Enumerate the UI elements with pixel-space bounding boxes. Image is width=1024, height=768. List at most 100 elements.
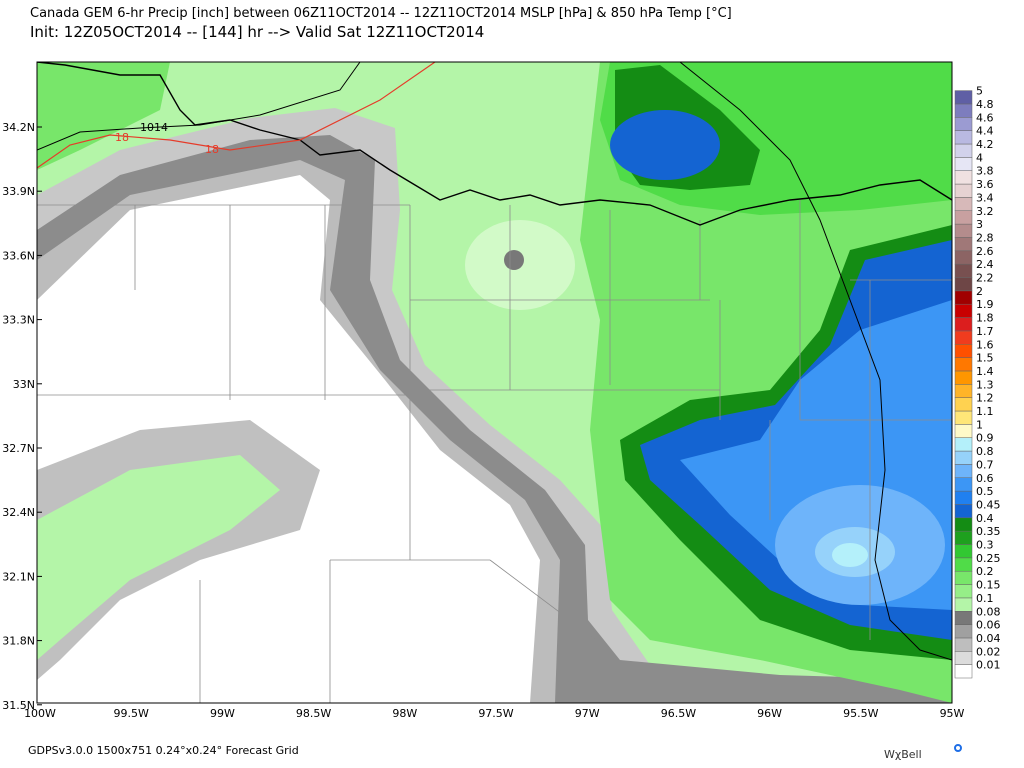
colorbar-label: 0.2 — [976, 565, 994, 578]
colorbar-label: 0.25 — [976, 552, 1001, 565]
colorbar-swatch — [954, 624, 973, 639]
isotherm-label: 18 — [205, 143, 219, 156]
lat-label: 33.9N — [2, 185, 35, 198]
lat-label: 34.2N — [2, 121, 35, 134]
colorbar: 0.010.020.040.060.080.10.150.20.250.30.3… — [954, 85, 1001, 679]
colorbar-label: 0.45 — [976, 498, 1001, 511]
colorbar-label: 3 — [976, 218, 983, 231]
precip-area — [504, 250, 524, 270]
colorbar-swatch — [954, 530, 973, 545]
colorbar-swatch — [954, 263, 973, 278]
lon-label: 98.5W — [296, 707, 331, 720]
colorbar-swatch — [954, 277, 973, 292]
colorbar-label: 0.3 — [976, 539, 994, 552]
lon-label: 96W — [757, 707, 782, 720]
colorbar-swatch — [954, 210, 973, 225]
colorbar-swatch — [954, 130, 973, 145]
colorbar-swatch — [954, 170, 973, 185]
colorbar-label: 0.08 — [976, 605, 1001, 618]
precip-area — [37, 455, 280, 660]
colorbar-swatch — [954, 317, 973, 332]
colorbar-swatch — [954, 664, 973, 679]
colorbar-swatch — [954, 344, 973, 358]
precip-area — [37, 62, 170, 170]
isobar — [679, 62, 952, 661]
colorbar-label: 1.8 — [976, 312, 994, 325]
precip-area — [610, 110, 720, 180]
colorbar-swatch — [954, 103, 973, 118]
colorbar-swatch — [954, 410, 973, 425]
colorbar-label: 4.2 — [976, 138, 994, 151]
colorbar-swatch — [954, 477, 973, 492]
colorbar-label: 0.1 — [976, 592, 994, 605]
colorbar-label: 2 — [976, 285, 983, 298]
lon-label: 97W — [575, 707, 600, 720]
colorbar-label: 1.4 — [976, 365, 994, 378]
lon-label: 100W — [24, 707, 56, 720]
colorbar-swatch — [954, 370, 973, 385]
colorbar-swatch — [954, 544, 973, 559]
colorbar-swatch — [954, 117, 973, 131]
colorbar-label: 2.8 — [976, 231, 994, 244]
lat-labels: 34.2N 33.9N 33.6N 33.3N 33N 32.7N 32.4N 32.1N 31… — [2, 121, 42, 712]
colorbar-label: 3.2 — [976, 205, 994, 218]
map-frame — [36, 61, 953, 704]
colorbar-swatch — [954, 437, 973, 452]
colorbar-label: 2.2 — [976, 272, 994, 285]
colorbar-label: 0.01 — [976, 659, 1001, 672]
isobar-label: 1014 — [140, 121, 168, 134]
lat-label: 33.6N — [2, 249, 35, 262]
map: 1014 18 18 — [37, 62, 952, 703]
colorbar-swatch — [954, 517, 973, 532]
colorbar-label: 0.35 — [976, 525, 1001, 538]
lon-labels: 100W 99.5W 99W 98.5W 98W 97.5W 97W 96.5W 96W 95.5… — [24, 707, 964, 720]
colorbar-label: 1 — [976, 418, 983, 431]
lon-label: 99.5W — [114, 707, 149, 720]
lat-label: 33N — [13, 378, 35, 391]
colorbar-label: 4.6 — [976, 111, 994, 124]
colorbar-label: 1.6 — [976, 338, 994, 351]
colorbar-label: 1.1 — [976, 405, 994, 418]
lat-label: 32.4N — [2, 506, 35, 519]
colorbar-label: 4.8 — [976, 98, 994, 111]
colorbar-swatch — [954, 651, 973, 665]
lat-label: 32.7N — [2, 442, 35, 455]
colorbar-swatch — [954, 504, 973, 519]
colorbar-swatch — [954, 584, 973, 599]
lat-label: 32.1N — [2, 570, 35, 583]
colorbar-label: 0.06 — [976, 619, 1001, 632]
colorbar-swatch — [954, 330, 973, 345]
colorbar-label: 5 — [976, 85, 983, 98]
lon-label: 96.5W — [661, 707, 696, 720]
colorbar-label: 3.4 — [976, 191, 994, 204]
colorbar-label: 0.4 — [976, 512, 994, 525]
colorbar-swatch — [954, 197, 973, 211]
subtitle: Init: 12Z05OCT2014 -- [144] hr --> Valid… — [30, 23, 484, 41]
grid-info: GDPSv3.0.0 1500x751 0.24°x0.24° Forecast… — [28, 744, 299, 757]
colorbar-swatch — [954, 237, 973, 252]
colorbar-label: 4.4 — [976, 125, 994, 138]
colorbar-label: 0.9 — [976, 432, 994, 445]
colorbar-label: 3.8 — [976, 165, 994, 178]
colorbar-label: 0.8 — [976, 445, 994, 458]
colorbar-swatch — [954, 384, 973, 398]
title: Canada GEM 6-hr Precip [inch] between 06… — [30, 6, 732, 21]
colorbar-swatch — [954, 490, 973, 505]
colorbar-label: 2.6 — [976, 245, 994, 258]
colorbar-swatch — [954, 143, 973, 158]
colorbar-swatch — [954, 597, 973, 612]
isobar — [37, 62, 361, 151]
colorbar-swatch — [954, 450, 973, 465]
colorbar-swatch — [954, 357, 973, 372]
colorbar-swatch — [954, 303, 973, 318]
lon-label: 95.5W — [843, 707, 878, 720]
colorbar-swatch — [954, 637, 973, 652]
lon-label: 97.5W — [478, 707, 513, 720]
colorbar-label: 0.04 — [976, 632, 1001, 645]
brand: WχBell — [884, 748, 922, 761]
colorbar-label: 1.5 — [976, 352, 994, 365]
colorbar-label: 0.6 — [976, 472, 994, 485]
colorbar-swatch — [954, 223, 973, 238]
colorbar-swatch — [954, 557, 973, 572]
